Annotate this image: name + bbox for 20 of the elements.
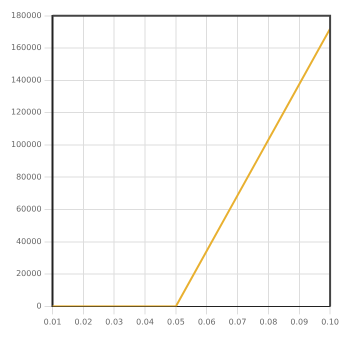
- x-tick-label: 0.10: [321, 317, 339, 326]
- y-tick-label: 160000: [10, 43, 42, 52]
- y-tick-label: 40000: [16, 236, 42, 246]
- x-tick-label: 0.01: [44, 317, 62, 326]
- x-tick-label: 0.03: [105, 317, 124, 326]
- x-tick-label: 0.04: [136, 317, 154, 326]
- x-tick-label: 0.05: [166, 317, 185, 326]
- y-tick-label: 80000: [16, 172, 42, 182]
- y-tick-label: 100000: [10, 140, 42, 150]
- x-tick-label: 0.08: [260, 317, 278, 326]
- y-tick-label: 0: [36, 301, 42, 310]
- y-tick-label: 140000: [10, 75, 42, 84]
- y-tick-label: 180000: [10, 10, 42, 20]
- x-tick-label: 0.09: [290, 317, 308, 326]
- y-tick-label: 20000: [16, 269, 42, 278]
- x-tick-label: 0.07: [228, 317, 246, 326]
- x-tick-label: 0.06: [198, 317, 216, 326]
- y-tick-label: 60000: [16, 204, 42, 214]
- y-tick-label: 120000: [10, 108, 42, 117]
- x-tick-label: 0.02: [74, 317, 92, 326]
